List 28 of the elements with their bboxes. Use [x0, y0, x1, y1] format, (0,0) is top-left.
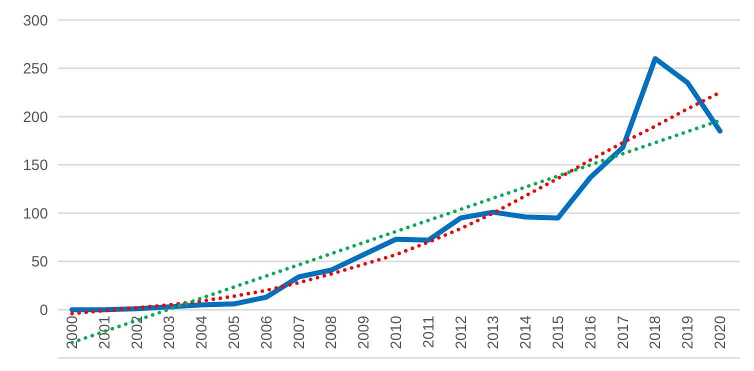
x-tick-label: 2019 [680, 316, 697, 350]
x-tick-label: 2006 [258, 316, 276, 350]
x-tick-label: 2018 [647, 316, 664, 350]
x-tick-label: 2003 [161, 316, 178, 350]
x-tick-label: 2015 [550, 316, 567, 350]
x-tick-label: 2010 [388, 316, 405, 350]
x-tick-label: 2005 [226, 316, 243, 350]
x-tick-label: 2012 [452, 316, 470, 350]
x-tick-label: 2020 [712, 316, 729, 350]
x-tick-label: 2000 [64, 316, 81, 350]
y-tick-label: 0 [40, 302, 48, 319]
y-tick-label: 50 [31, 254, 48, 271]
x-tick-label: 2009 [356, 316, 373, 350]
x-tick-label: 2001 [96, 316, 114, 350]
x-tick-label: 2017 [614, 316, 632, 350]
x-tick-label: 2013 [485, 316, 502, 350]
y-tick-label: 300 [22, 12, 48, 30]
x-tick-label: 2002 [128, 316, 146, 350]
x-tick-label: 2014 [518, 316, 535, 350]
y-tick-label: 250 [22, 60, 48, 78]
x-tick-label: 2008 [323, 316, 340, 350]
y-tick-label: 100 [22, 205, 48, 222]
x-tick-label: 2011 [420, 316, 438, 348]
y-tick-label: 150 [22, 157, 48, 174]
x-tick-label: 2016 [582, 316, 600, 350]
x-tick-label: 2007 [290, 316, 308, 350]
x-tick-label: 2004 [194, 316, 211, 350]
y-tick-label: 200 [22, 108, 48, 126]
